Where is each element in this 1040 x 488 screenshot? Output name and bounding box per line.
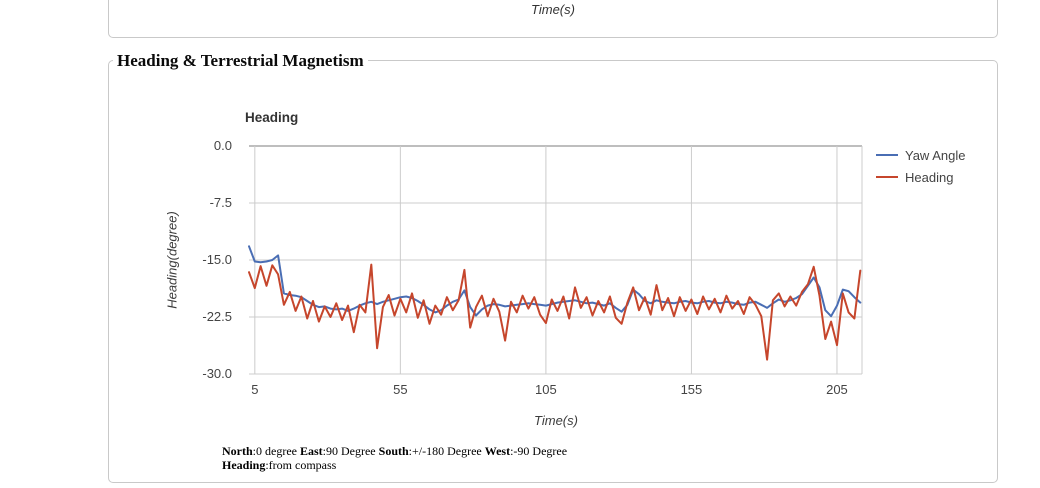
compass-note: North:0 degree East:90 Degree South:+/-1…	[222, 444, 568, 473]
chart-plot-area	[248, 145, 863, 375]
x-tick-label: 55	[393, 382, 408, 397]
y-tick-label: 0.0	[213, 138, 232, 153]
note-term: North	[222, 444, 253, 458]
x-tick-label: 205	[826, 382, 848, 397]
legend-swatch-line	[876, 153, 898, 157]
chart-legend: Yaw Angle Heading	[876, 144, 965, 188]
note-term: East	[299, 444, 323, 458]
legend-swatch-line	[876, 175, 898, 179]
panel-title: Heading & Terrestrial Magnetism	[113, 51, 368, 71]
x-axis-title: Time(s)	[534, 413, 578, 428]
heading-magnetism-panel: Heading & Terrestrial Magnetism	[108, 51, 998, 483]
legend-label: Heading	[905, 169, 954, 185]
chart-title: Heading	[245, 110, 299, 125]
legend-item-yaw-angle: Yaw Angle	[876, 144, 965, 166]
legend-label: Yaw Angle	[905, 147, 966, 163]
note-text: :0 degree	[252, 444, 300, 458]
previous-chart-panel: Time(s)	[108, 0, 998, 38]
note-text: :90 Degree	[322, 444, 379, 458]
note-term: West	[484, 444, 511, 458]
note-text: :-90 Degree	[510, 444, 568, 458]
note-term: Heading	[222, 457, 266, 472]
note-text: :+/-180 Degree	[408, 444, 485, 458]
note-text: :from compass	[265, 457, 337, 472]
note-line: Heading:from compass	[222, 457, 567, 473]
note-term: South	[378, 444, 409, 458]
x-tick-label: 5	[251, 382, 259, 397]
series-line-1	[248, 263, 862, 361]
x-tick-label: 105	[535, 382, 557, 397]
legend-item-heading: Heading	[876, 166, 965, 188]
y-tick-label: -30.0	[202, 366, 232, 381]
x-tick-label: 155	[680, 382, 703, 397]
y-axis-title: Heading(degree)	[164, 211, 180, 309]
y-tick-label: -7.5	[209, 195, 232, 210]
note-line: North:0 degree East:90 Degree South:+/-1…	[222, 444, 568, 459]
top-x-axis-title: Time(s)	[531, 2, 575, 17]
y-tick-label: -15.0	[202, 252, 232, 267]
y-tick-label: -22.5	[202, 309, 232, 324]
